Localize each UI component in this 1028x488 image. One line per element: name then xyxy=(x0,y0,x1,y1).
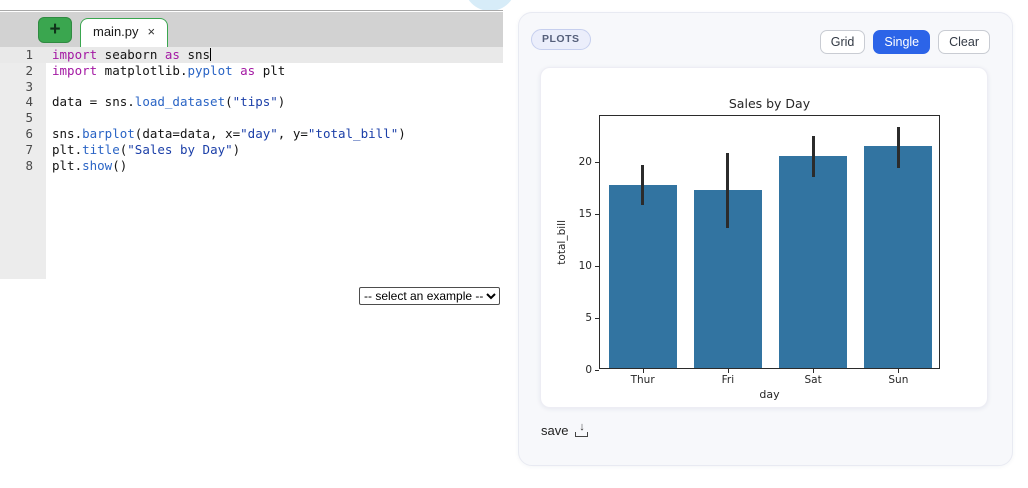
line-number: 5 xyxy=(25,110,33,126)
code-line-7: 7 plt.title("Sales by Day") xyxy=(0,142,503,158)
line-number: 7 xyxy=(25,141,33,157)
line-number: 8 xyxy=(25,157,33,173)
save-label: save xyxy=(541,423,569,438)
tab-label: main.py xyxy=(93,24,139,39)
tab-close-icon[interactable]: × xyxy=(147,24,156,39)
code-line-5: 5 xyxy=(0,110,503,126)
errorbar-sat xyxy=(811,136,815,177)
plus-icon: + xyxy=(49,19,61,40)
x-tick xyxy=(727,369,729,373)
x-tick-label: Thur xyxy=(630,374,655,386)
editor-tab-bar: + main.py × xyxy=(0,12,503,47)
new-tab-button[interactable]: + xyxy=(38,17,72,43)
errorbar-sun xyxy=(896,126,900,168)
line-number: 1 xyxy=(25,47,33,62)
bar-sun xyxy=(864,146,933,368)
errorbar-thur xyxy=(641,164,645,205)
code-lines: 1 import seaborn as sns 2 import matplotlib… xyxy=(0,47,503,173)
y-tick xyxy=(595,162,599,164)
y-tick xyxy=(595,213,599,215)
example-select[interactable]: -- select an example -- xyxy=(359,287,500,305)
code-line-6: 6 sns.barplot(data=data, x="day", y="tota… xyxy=(0,126,503,142)
chart-title: Sales by Day xyxy=(728,96,811,111)
axes: Thur Fri Sat Sun 0 5 10 15 20 xyxy=(579,115,940,386)
x-tick-label: Fri xyxy=(721,374,735,386)
plots-panel: PLOTS Grid Single Clear Sales by Day tot… xyxy=(518,12,1013,466)
code-line-4: 4 data = sns.load_dataset("tips") xyxy=(0,94,503,110)
line-number-gutter xyxy=(0,47,46,279)
x-axis-label: day xyxy=(759,388,780,401)
line-number: 3 xyxy=(25,78,33,94)
view-buttons: Grid Single Clear xyxy=(819,30,990,54)
save-button[interactable]: save ↓ xyxy=(541,421,589,438)
y-tick xyxy=(595,369,599,371)
line-number: 2 xyxy=(25,62,33,78)
x-tick-label: Sun xyxy=(888,374,909,386)
download-icon: ↓ xyxy=(575,421,589,438)
x-tick xyxy=(898,369,900,373)
plots-badge: PLOTS xyxy=(531,29,591,50)
y-axis-label: total_bill xyxy=(556,219,568,265)
code-line-8: 8 plt.show() xyxy=(0,158,503,174)
x-tick xyxy=(642,369,644,373)
code-line-3: 3 xyxy=(0,79,503,95)
code-line-1: 1 import seaborn as sns xyxy=(0,47,503,63)
bar-thur xyxy=(608,184,677,368)
code-area[interactable]: 1 import seaborn as sns 2 import matplotlib… xyxy=(0,47,503,279)
line-number: 6 xyxy=(25,125,33,141)
text-cursor xyxy=(210,48,212,61)
x-tick xyxy=(813,369,815,373)
y-tick-label: 5 xyxy=(585,311,592,324)
plot-card: Sales by Day total_bill Thur Fri Sat Sun 0 5 1… xyxy=(540,67,988,408)
y-tick-label: 0 xyxy=(585,363,592,376)
file-tab[interactable]: main.py × xyxy=(80,18,169,47)
y-tick-label: 20 xyxy=(578,156,592,169)
y-tick-label: 10 xyxy=(578,259,592,272)
x-tick-label: Sat xyxy=(804,374,822,386)
y-tick xyxy=(595,265,599,267)
line-number: 4 xyxy=(25,94,33,110)
single-button[interactable]: Single xyxy=(873,30,931,54)
y-tick-label: 15 xyxy=(578,207,592,220)
errorbar-fri xyxy=(726,152,730,229)
code-line-2: 2 import matplotlib.pyplot as plt xyxy=(0,63,503,79)
clear-button[interactable]: Clear xyxy=(938,30,990,54)
grid-button[interactable]: Grid xyxy=(819,30,866,54)
bar-sat xyxy=(779,156,848,368)
y-tick xyxy=(595,317,599,319)
decorative-circle xyxy=(464,0,516,11)
editor-pane: + main.py × 1 import seaborn as sns 2 import… xyxy=(0,10,503,279)
